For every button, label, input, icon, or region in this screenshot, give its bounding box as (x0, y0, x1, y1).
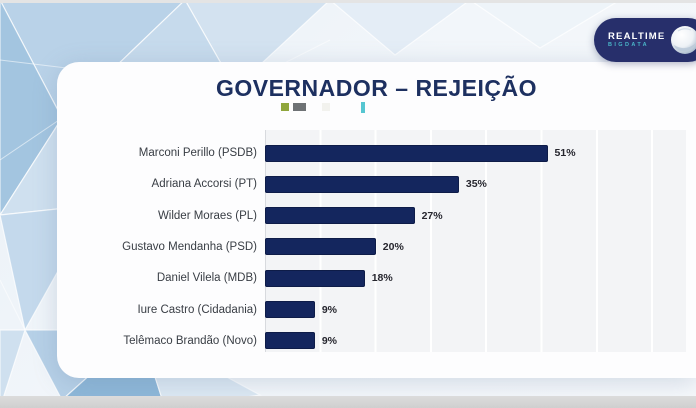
bar (265, 269, 365, 287)
brand-name: REALTIME (608, 30, 666, 42)
bar-value: 9% (321, 303, 338, 316)
bar-label: Marconi Perillo (PSDB) (138, 147, 257, 159)
bar (265, 301, 315, 319)
brand-text: REALTIME BIGDATA (608, 30, 666, 49)
bar (265, 175, 459, 193)
bar-row-daniel-vilela: Daniel Vilela (MDB) 18% (77, 269, 686, 287)
bar-value: 20% (382, 240, 404, 253)
realtime-bigdata-logo: REALTIME BIGDATA (594, 18, 696, 62)
brand-subname: BIGDATA (608, 42, 650, 48)
bar (265, 144, 548, 162)
chart-title: GOVERNADOR – REJEIÇÃO (215, 75, 538, 101)
bottom-edge-strip (0, 396, 696, 408)
legend-marks (281, 102, 365, 114)
bar-track: 27% (265, 207, 686, 225)
bar-label: Gustavo Mendanha (PSD) (122, 240, 257, 253)
bar-row-telemaco-brandao: Telêmaco Brandão (Novo) 9% (77, 332, 686, 350)
chart-card: GOVERNADOR – REJEIÇÃO Marconi Perillo (P… (57, 62, 696, 378)
bar-track: 9% (265, 301, 686, 319)
bar-track: 51% (265, 144, 686, 162)
bar-row-wilder-moraes: Wilder Moraes (PL) 27% (77, 207, 686, 225)
bar-track: 35% (265, 175, 686, 193)
bar-row-iure-castro: Iure Castro (Cidadania) 9% (77, 301, 686, 319)
bar (265, 332, 315, 350)
bar-value: 27% (421, 209, 443, 222)
bar-value: 18% (371, 272, 393, 285)
globe-icon (671, 26, 696, 54)
bar-label: Telêmaco Brandão (Novo) (123, 334, 257, 347)
legend-gray-mark (293, 103, 306, 111)
bar-label: Wilder Moraes (PL) (157, 209, 257, 222)
bar (265, 207, 415, 225)
legend-green-mark (281, 103, 289, 111)
bar-label: Iure Castro (Cidadania) (137, 303, 257, 316)
bar-row-gustavo-mendanha: Gustavo Mendanha (PSD) 20% (77, 238, 686, 256)
legend-teal-mark (361, 102, 365, 113)
bar-track: 9% (265, 332, 686, 350)
bar-track: 18% (265, 269, 686, 287)
bar-label: Daniel Vilela (MDB) (156, 272, 257, 285)
legend-white-mark (322, 103, 330, 111)
bar-row-marconi-perillo: Marconi Perillo (PSDB) 51% (77, 144, 686, 162)
bar-value: 35% (465, 178, 487, 191)
top-edge-strip (0, 0, 696, 3)
bar-row-adriana-accorsi: Adriana Accorsi (PT) 35% (77, 175, 686, 193)
bar-label: Adriana Accorsi (PT) (151, 178, 257, 191)
bar-value: 9% (321, 334, 338, 347)
bar (265, 238, 376, 256)
bar-track: 20% (265, 238, 686, 256)
bar-value: 51% (554, 147, 576, 159)
bar-chart: Marconi Perillo (PSDB) 51% Adriana Accor… (77, 130, 686, 352)
